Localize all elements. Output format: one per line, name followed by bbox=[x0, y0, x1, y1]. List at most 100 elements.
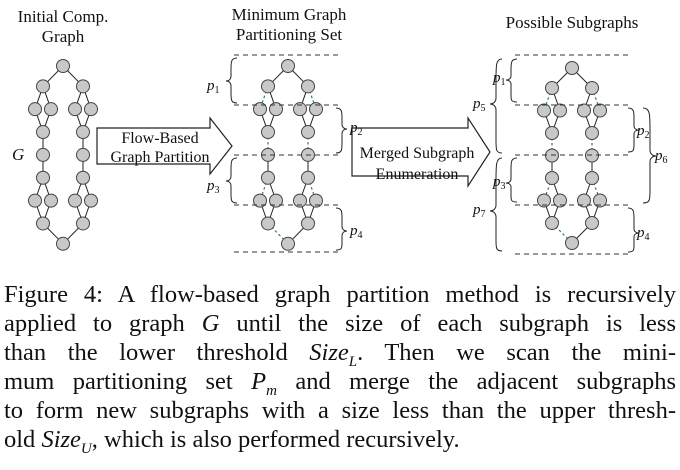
p4-right-label: p4 bbox=[636, 225, 650, 243]
col1-title-line1: Initial Comp. bbox=[18, 7, 109, 26]
graph-node bbox=[577, 193, 591, 208]
graph-node bbox=[68, 102, 82, 117]
graph-node bbox=[545, 171, 559, 185]
brace-p7 bbox=[489, 157, 503, 252]
p3-right-label: p3 bbox=[492, 174, 506, 192]
subgraph-graph bbox=[537, 61, 607, 250]
caption-line-1: Figure 4: A flow-based graph partition m… bbox=[4, 281, 676, 308]
graph-node bbox=[44, 102, 58, 117]
cut-edge bbox=[543, 177, 553, 201]
graph-node bbox=[281, 236, 295, 251]
caption-line-3: than the lower threshold SizeL. Then we … bbox=[4, 339, 677, 370]
graph-node bbox=[84, 193, 98, 208]
graph-node bbox=[261, 170, 275, 185]
flow-partition-arrow: Flow-Based Graph Partition bbox=[96, 116, 233, 176]
graph-node bbox=[56, 59, 70, 73]
col2-title-line2: Partitioning Set bbox=[236, 25, 343, 44]
graph-node bbox=[585, 171, 599, 185]
graph-node bbox=[585, 216, 599, 230]
arrow1-label-line1: Flow-Based bbox=[121, 130, 198, 147]
graph-node bbox=[28, 193, 42, 208]
cut-edge bbox=[543, 87, 553, 111]
graph-node bbox=[585, 81, 599, 95]
col2-title-line1: Minimum Graph bbox=[232, 5, 347, 24]
brace-p4 bbox=[335, 207, 348, 251]
graph-node bbox=[309, 193, 323, 208]
graph-node bbox=[261, 125, 275, 140]
graph-node bbox=[537, 193, 551, 208]
graph-node bbox=[545, 126, 559, 140]
graph-node bbox=[301, 125, 315, 140]
graph-node bbox=[301, 79, 315, 94]
graph-node bbox=[253, 102, 267, 117]
p7-label: p7 bbox=[472, 202, 486, 220]
graph-g-label: G bbox=[12, 145, 24, 164]
graph-node bbox=[44, 193, 58, 208]
p2-right-label: p2 bbox=[636, 123, 650, 141]
brace-p4-right bbox=[627, 207, 640, 253]
graph-node bbox=[269, 102, 283, 117]
graph-node bbox=[577, 103, 591, 118]
graph-node bbox=[593, 103, 607, 118]
graph-node bbox=[545, 216, 559, 230]
caption-line-2: applied to graph G until the size of eac… bbox=[4, 310, 677, 337]
graph-node bbox=[593, 193, 607, 208]
graph-node bbox=[76, 125, 90, 140]
arrow2-label-line2: Enumeration bbox=[376, 166, 459, 183]
graph-node bbox=[565, 61, 579, 75]
brace-p6 bbox=[642, 107, 657, 204]
graph-node bbox=[261, 216, 275, 231]
brace-p5 bbox=[489, 58, 503, 154]
brace-p1-right bbox=[505, 58, 518, 103]
graph-node bbox=[36, 147, 50, 162]
col1-title-line2: Graph bbox=[42, 27, 85, 46]
graph-node bbox=[36, 216, 50, 231]
graph-node bbox=[537, 103, 551, 118]
graph-node bbox=[76, 170, 90, 185]
arrow2-label-line1: Merged Subgraph bbox=[360, 145, 475, 162]
graph-node bbox=[585, 126, 599, 140]
p1-right-label: p1 bbox=[492, 70, 506, 88]
graph-node bbox=[309, 102, 323, 117]
graph-node bbox=[56, 236, 70, 251]
brace-p3 bbox=[225, 157, 238, 204]
graph-node bbox=[76, 147, 90, 162]
graph-node bbox=[76, 79, 90, 94]
brace-p2 bbox=[335, 107, 348, 154]
graph-node bbox=[301, 170, 315, 185]
p3-label: p3 bbox=[206, 178, 220, 196]
initial-graph bbox=[28, 59, 98, 251]
graph-node bbox=[565, 236, 579, 250]
arrow1-label-line2: Graph Partition bbox=[110, 149, 209, 166]
p5-label: p5 bbox=[472, 96, 486, 114]
caption-line-4: mum partitioning set Pm and merge the ad… bbox=[4, 368, 676, 399]
graph-node bbox=[545, 81, 559, 95]
graph-node bbox=[36, 125, 50, 140]
graph-node bbox=[28, 102, 42, 117]
col3-title: Possible Subgraphs bbox=[506, 13, 639, 32]
graph-node bbox=[76, 216, 90, 231]
graph-node bbox=[553, 103, 567, 118]
graph-node bbox=[281, 59, 295, 73]
p2-label: p2 bbox=[349, 120, 363, 138]
p6-label: p6 bbox=[654, 148, 668, 166]
graph-node bbox=[68, 193, 82, 208]
graph-node bbox=[293, 193, 307, 208]
graph-node bbox=[269, 193, 283, 208]
cut-edge bbox=[591, 87, 601, 111]
figure-caption: Figure 4: A flow-based graph partition m… bbox=[4, 280, 677, 457]
p1-label: p1 bbox=[206, 78, 220, 96]
caption-line-5: to form new subgraphs with a size less t… bbox=[4, 397, 676, 424]
graph-node bbox=[36, 79, 50, 94]
diagram: Initial Comp. Graph Minimum Graph Partit… bbox=[12, 5, 668, 255]
merge-enumeration-arrow: Merged Subgraph Enumeration bbox=[351, 115, 491, 189]
graph-node bbox=[36, 170, 50, 185]
p4-label: p4 bbox=[349, 223, 363, 241]
caption-line-6: old SizeU, which is also performed recur… bbox=[4, 426, 460, 457]
graph-node bbox=[261, 79, 275, 94]
graph-node bbox=[553, 193, 567, 208]
brace-p2-right bbox=[627, 107, 640, 153]
brace-p1 bbox=[225, 57, 238, 104]
graph-node bbox=[301, 216, 315, 231]
